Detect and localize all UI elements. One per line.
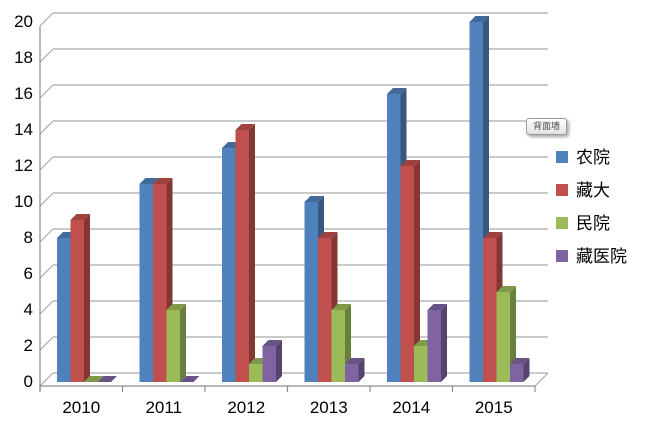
- bar-top-face: [139, 178, 159, 184]
- bar-top-face: [483, 232, 503, 238]
- bar-series4-2013[interactable]: [345, 364, 359, 382]
- bar-series1-2012[interactable]: [222, 148, 236, 382]
- bar-top-face: [510, 358, 530, 364]
- legend-label: 藏大: [576, 180, 610, 200]
- bar-side-face: [180, 304, 186, 382]
- bar-top-face: [84, 376, 104, 382]
- bar-series2-2014[interactable]: [400, 166, 415, 382]
- bar-series2-2015[interactable]: [483, 238, 497, 382]
- bar-top-face: [469, 16, 489, 22]
- gridline-depth-connector: [39, 156, 54, 171]
- bar-side-face: [249, 124, 255, 382]
- y-axis-label[interactable]: 14: [14, 120, 33, 139]
- floor-right-edge: [534, 372, 549, 387]
- bar-top-face: [304, 196, 324, 202]
- gridline-depth-connector: [39, 300, 54, 315]
- legend-item-series1[interactable]: 农院: [556, 146, 627, 168]
- x-axis-label-2013[interactable]: 2013: [310, 398, 348, 417]
- legend-swatch-icon: [556, 184, 568, 196]
- legend-item-series2[interactable]: 藏大: [556, 179, 627, 201]
- bar-side-face: [276, 340, 282, 382]
- gridline-depth-connector: [39, 48, 54, 63]
- bar-side-face: [523, 358, 530, 382]
- y-axis-label[interactable]: 8: [24, 228, 33, 247]
- y-axis-label[interactable]: 4: [24, 300, 33, 319]
- y-axis-label[interactable]: 18: [14, 48, 33, 67]
- bar-top-face: [153, 178, 173, 184]
- bar-series3-2015[interactable]: [496, 292, 511, 382]
- bar-top-face: [318, 232, 338, 238]
- gridline-depth-connector: [39, 264, 54, 279]
- y-axis-label[interactable]: 20: [14, 12, 33, 31]
- bar-series1-2013[interactable]: [304, 202, 319, 382]
- bar-top-face: [331, 304, 351, 310]
- bar-series2-2010[interactable]: [70, 220, 85, 382]
- legend-item-series4[interactable]: 藏医院: [556, 245, 627, 267]
- bar-top-face: [387, 88, 407, 94]
- bar-series4-2014[interactable]: [427, 310, 442, 382]
- bar-series4-2012[interactable]: [262, 346, 277, 382]
- bar-series2-2013[interactable]: [318, 238, 332, 382]
- bar-top-face: [166, 304, 186, 310]
- bar-series1-2011[interactable]: [139, 184, 154, 382]
- bar-side-face: [414, 160, 420, 382]
- x-axis-label-2015[interactable]: 2015: [475, 398, 513, 417]
- y-axis-label[interactable]: 0: [24, 372, 33, 391]
- bar-series1-2014[interactable]: [387, 94, 401, 382]
- bar-series2-2011[interactable]: [153, 184, 167, 382]
- legend-label: 藏医院: [576, 246, 627, 266]
- gridline-depth-connector: [39, 336, 54, 351]
- bar-series3-2012[interactable]: [249, 364, 263, 382]
- bar-top-face: [70, 214, 90, 220]
- y-axis-label[interactable]: 12: [14, 156, 33, 175]
- gridline-depth-connector: [39, 120, 54, 135]
- bar-side-face: [84, 214, 90, 382]
- legend-item-series3[interactable]: 民院: [556, 212, 627, 234]
- bar-top-face: [400, 160, 420, 166]
- legend-swatch-icon: [556, 217, 568, 229]
- x-axis-label-2012[interactable]: 2012: [227, 398, 265, 417]
- legend-swatch-icon: [556, 250, 568, 262]
- bar-top-face: [427, 304, 447, 310]
- y-axis-label[interactable]: 2: [24, 336, 33, 355]
- bar-top-face: [97, 376, 117, 382]
- bar-series1-2010[interactable]: [57, 238, 71, 382]
- x-axis-label-2011[interactable]: 2011: [145, 398, 182, 417]
- legend-swatch-icon: [556, 151, 568, 163]
- gridline-depth-connector: [39, 12, 54, 27]
- y-axis-label[interactable]: 16: [14, 84, 33, 103]
- legend: 农院 藏大 民院 藏医院: [556, 146, 627, 267]
- bar-series2-2012[interactable]: [235, 130, 250, 382]
- gridline-depth-connector: [39, 84, 54, 99]
- bar-top-face: [496, 286, 516, 292]
- bar-series1-2015[interactable]: [469, 22, 484, 382]
- y-axis-label[interactable]: 10: [14, 192, 33, 211]
- bar-top-face: [345, 358, 365, 364]
- bar-series3-2014[interactable]: [414, 346, 428, 382]
- bar-series4-2015[interactable]: [510, 364, 524, 382]
- legend-label: 民院: [576, 213, 610, 233]
- gridline-depth-connector: [39, 228, 54, 243]
- bar-top-face: [262, 340, 282, 346]
- bar-top-face: [180, 376, 200, 382]
- bar-side-face: [358, 358, 365, 382]
- x-axis-label-2014[interactable]: 2014: [392, 398, 430, 417]
- bar-top-face: [235, 124, 255, 130]
- bar-series3-2013[interactable]: [331, 310, 346, 382]
- bar-side-face: [510, 286, 516, 382]
- gridline-depth-connector: [39, 192, 54, 207]
- y-axis-label[interactable]: 6: [24, 264, 33, 283]
- bar-side-face: [441, 304, 447, 382]
- gridline-depth-connector: [39, 372, 54, 387]
- x-axis-label-2010[interactable]: 2010: [62, 398, 100, 417]
- legend-label: 农院: [576, 147, 610, 167]
- backwall-tooltip: 背面墙: [526, 118, 568, 136]
- bar-series3-2011[interactable]: [166, 310, 181, 382]
